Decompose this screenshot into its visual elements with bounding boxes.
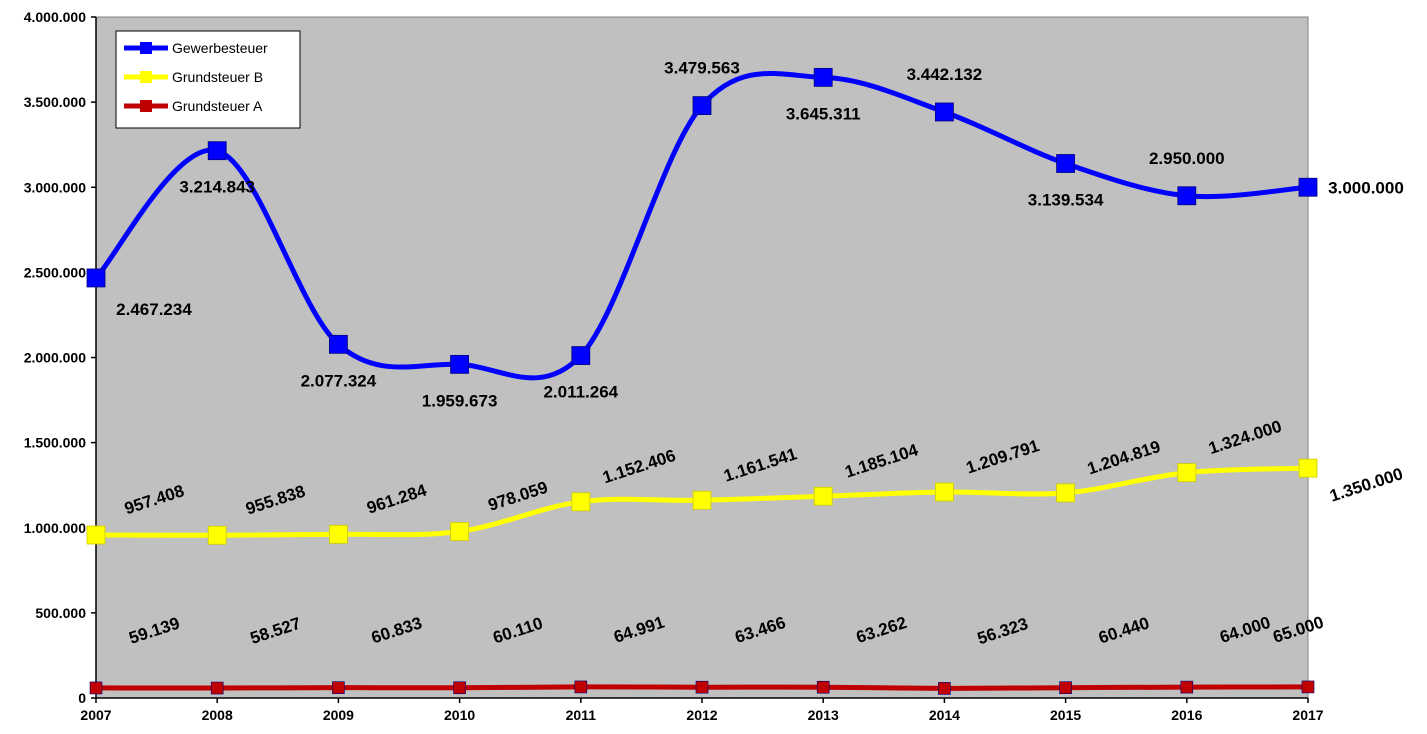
data-point-grundsteuer-a [1301,680,1315,694]
data-point-grundsteuer-a [574,680,588,694]
data-point-gewerbesteuer [1298,177,1318,197]
data-point-grundsteuer-b [86,525,106,545]
legend-entry-grundsteuer-b: Grundsteuer B [172,69,263,85]
y-tick-label: 0 [78,690,86,706]
data-point-grundsteuer-a [1059,681,1072,695]
legend-swatch-marker [140,100,152,112]
legend-entry-grundsteuer-a: Grundsteuer A [172,98,263,114]
data-point-grundsteuer-a [816,680,830,694]
data-point-gewerbesteuer [86,268,106,288]
data-label-gewerbesteuer: 3.000.000 [1328,178,1404,197]
data-point-grundsteuer-b [692,490,712,510]
data-point-grundsteuer-b [1298,458,1318,478]
data-label-gewerbesteuer: 2.950.000 [1149,149,1225,168]
series-layer [86,67,1318,695]
x-tick-label: 2016 [1171,707,1202,723]
plot-area [95,16,1309,699]
y-tick-label: 3.500.000 [24,94,86,110]
x-tick-label: 2017 [1292,707,1323,723]
legend-swatch-marker [140,42,152,54]
legend-entry-gewerbesteuer: Gewerbesteuer [172,40,268,56]
data-point-gewerbesteuer [450,354,470,374]
x-tick-label: 2012 [686,707,717,723]
data-label-grundsteuer-b: 1.350.000 [1327,464,1405,505]
x-tick-label: 2007 [80,707,111,723]
x-tick-label: 2010 [444,707,475,723]
data-label-gewerbesteuer: 3.214.843 [179,178,255,197]
data-point-grundsteuer-a [89,681,103,695]
x-tick-label: 2013 [808,707,839,723]
data-point-grundsteuer-a [210,681,224,695]
data-point-grundsteuer-a [938,682,951,695]
x-tick-label: 2011 [566,707,597,723]
series-line-gewerbesteuer [93,70,1311,381]
data-point-grundsteuer-a [695,680,709,694]
data-point-gewerbesteuer [935,102,954,122]
data-point-grundsteuer-b [935,482,954,502]
data-label-gewerbesteuer: 2.011.264 [543,383,618,402]
y-tick-label: 2.000.000 [24,350,86,366]
data-label-gewerbesteuer: 2.467.234 [116,300,192,319]
x-tick-label: 2009 [323,707,354,723]
data-label-gewerbesteuer: 1.959.673 [422,391,498,410]
data-point-grundsteuer-b [571,492,591,512]
data-point-grundsteuer-a [453,681,466,695]
data-point-gewerbesteuer [207,141,227,161]
data-label-gewerbesteuer: 3.442.132 [907,65,983,84]
data-point-grundsteuer-b [1177,463,1197,482]
y-tick-label: 1.500.000 [24,435,86,451]
data-label-gewerbesteuer: 3.479.563 [664,59,740,78]
data-point-grundsteuer-b [328,524,348,544]
data-point-grundsteuer-b [450,522,470,541]
data-point-grundsteuer-a [332,681,345,694]
data-point-gewerbesteuer [1056,154,1075,173]
legend-swatch-marker [140,71,152,83]
legend: Gewerbesteuer Grundsteuer B Grundsteuer A [115,30,301,129]
axes: 0 500.000 1.000.000 1.500.000 2.000.000 2.500… [24,9,1324,723]
x-tick-label: 2008 [202,707,233,723]
y-tick-label: 1.000.000 [24,520,86,536]
x-tick-label: 2015 [1050,707,1081,723]
data-point-grundsteuer-b [1056,483,1075,503]
data-point-gewerbesteuer [1177,186,1197,206]
data-point-gewerbesteuer [571,346,591,365]
y-tick-label: 500.000 [35,605,86,621]
x-tick-label: 2014 [929,707,960,723]
data-label-gewerbesteuer: 2.077.324 [301,371,377,390]
data-label-gewerbesteuer: 3.139.534 [1028,190,1104,209]
data-point-gewerbesteuer [813,67,833,87]
data-point-gewerbesteuer [692,96,712,116]
y-tick-label: 2.500.000 [24,264,86,280]
data-point-grundsteuer-b [207,525,227,545]
data-point-grundsteuer-a [1180,680,1194,694]
data-label-gewerbesteuer: 3.645.311 [786,104,861,123]
data-point-grundsteuer-b [813,486,833,506]
y-tick-label: 3.000.000 [24,179,86,195]
y-tick-label: 4.000.000 [24,9,86,25]
data-point-gewerbesteuer [328,334,348,354]
